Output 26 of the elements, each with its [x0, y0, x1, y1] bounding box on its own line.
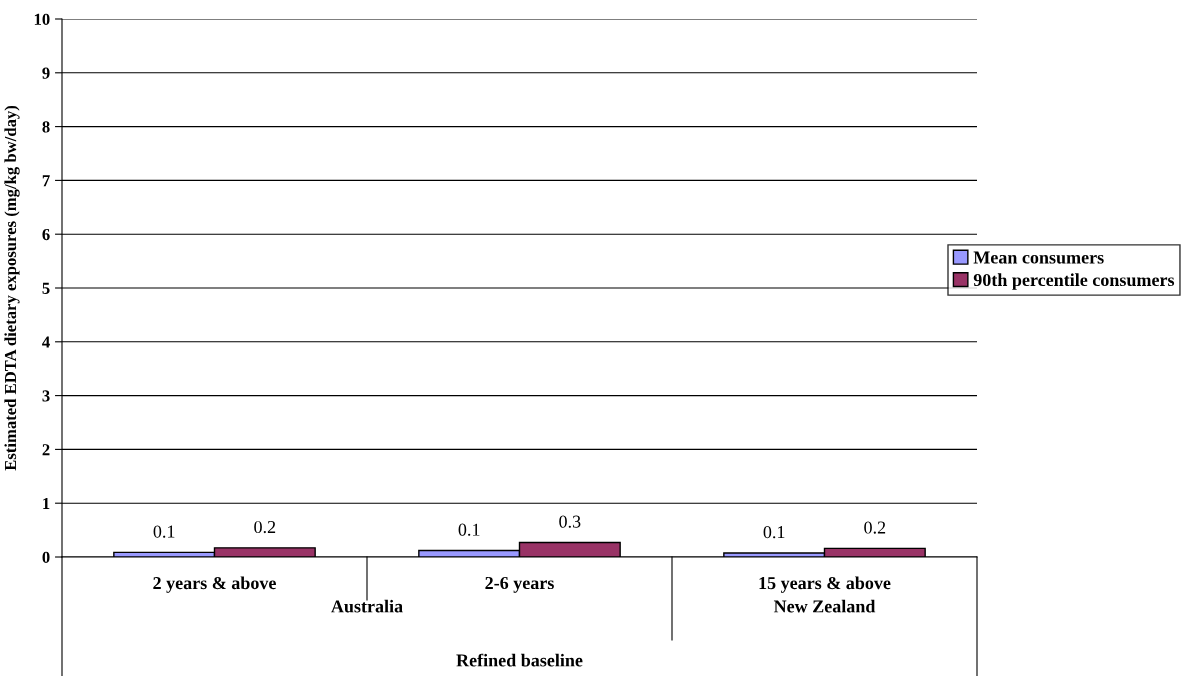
legend-label: 90th percentile consumers: [973, 273, 1175, 290]
x-tick-label: 15 years & above: [759, 576, 891, 593]
data-label: 0.1: [458, 523, 480, 536]
x-tick-label: 2 years & above: [153, 576, 276, 593]
data-label: 0.2: [254, 520, 276, 534]
y-tick-label: 5: [42, 282, 50, 294]
text: Australia: [331, 599, 403, 613]
y-tick-label: 3: [42, 390, 50, 402]
y-tick-label: 8: [42, 121, 50, 133]
y-tick-label: 7: [42, 175, 50, 187]
y-tick-label: 1: [43, 497, 50, 509]
legend-label: Mean consumers: [973, 251, 1104, 264]
data-label: 0.1: [763, 526, 785, 539]
y-tick-label: 6: [42, 228, 50, 241]
y-tick-label: 2: [42, 444, 50, 456]
x-tick-label: 2-6 years: [485, 576, 554, 593]
y-tick-label: 10: [34, 13, 50, 25]
data-label: 0.3: [559, 515, 581, 528]
y-tick-label: 9: [42, 67, 50, 79]
data-label: 0.1: [153, 525, 175, 538]
y-tick-label: 4: [42, 336, 50, 348]
text: New Zealand: [773, 599, 876, 613]
text: Refined baseline: [456, 653, 583, 667]
data-label: 0.2: [864, 521, 886, 534]
y-tick-label: 0: [42, 551, 50, 563]
y-axis-title: Estimated EDTA dietary exposures (mg/kg bw/day): [4, 105, 20, 471]
